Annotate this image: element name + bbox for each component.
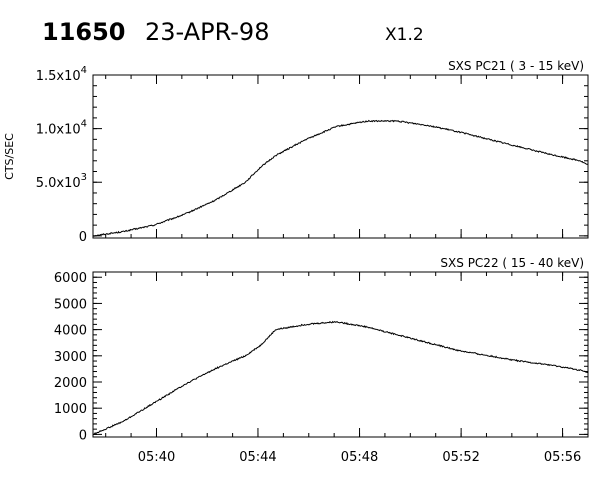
y-tick-label: 6000 [54,271,87,286]
x-tick-label: 05:48 [341,450,378,465]
series-line [92,119,589,237]
panel-top: SXS PC21 ( 3 - 15 keV) CTS/SEC 0 5.0x103 1.0… [3,59,589,245]
y-axis-label: CTS/SEC [3,133,16,180]
panel-label: SXS PC22 ( 15 - 40 keV) [440,256,584,270]
panel-bottom: SXS PC22 ( 15 - 40 keV) 0 1000 2000 3000 4000… [54,256,589,465]
y-tick-label: 4000 [54,324,87,339]
y-tick-label: 2000 [54,376,87,391]
flare-class: X1.2 [385,25,424,45]
y-tick-label: 3000 [54,350,87,365]
y-tick-label: 1.5x104 [36,65,87,84]
x-tick-label: 05:44 [239,450,276,465]
panel-label: SXS PC21 ( 3 - 15 keV) [448,59,584,73]
y-tick-label: 5.0x103 [36,172,87,191]
event-date: 23-APR-98 [145,18,269,46]
y-tick-label: 1.0x104 [36,119,87,138]
x-tick-label: 05:52 [442,450,479,465]
x-tick-label: 05:40 [138,450,175,465]
header: 11650 23-APR-98 X1.2 [42,18,424,46]
y-tick-label: 5000 [54,297,87,312]
x-tick-label: 05:56 [544,450,581,465]
y-tick-label: 1000 [54,402,87,417]
y-tick-label: 0 [79,230,87,245]
plot-frame [92,271,589,438]
event-id: 11650 [42,18,126,46]
y-tick-label: 0 [79,428,87,443]
series-line [92,320,589,436]
plot-frame [92,74,589,239]
